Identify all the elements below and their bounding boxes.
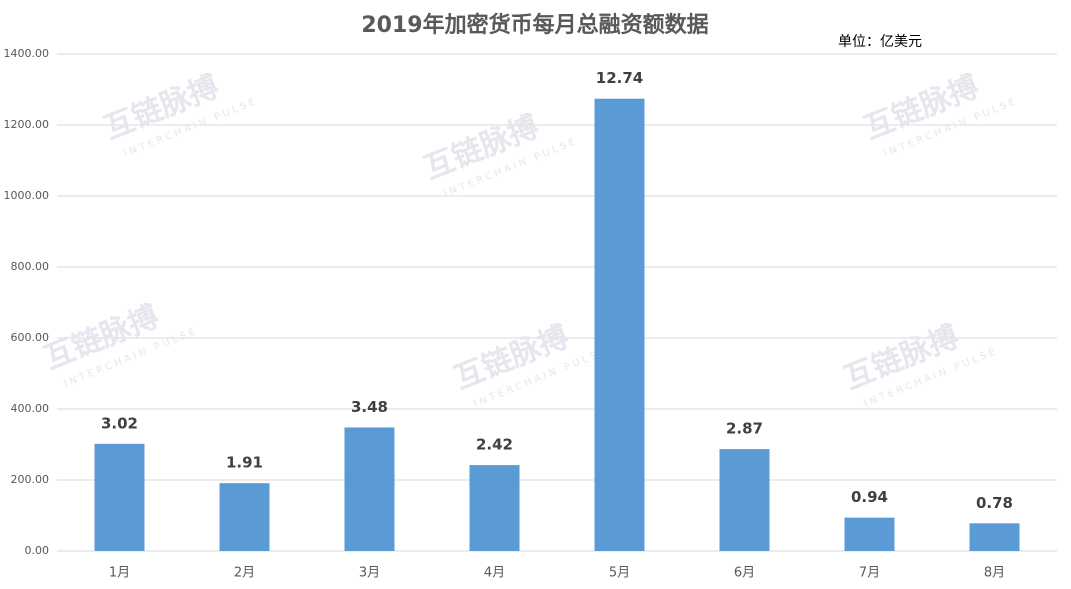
- y-tick-label: 800.00: [11, 260, 50, 273]
- x-tick-label: 2月: [234, 566, 255, 581]
- value-label: 1.91: [226, 454, 263, 472]
- x-tick-label: 1月: [109, 566, 130, 581]
- value-label: 2.87: [726, 420, 763, 438]
- y-tick-label: 0.00: [25, 544, 50, 557]
- x-tick-label: 5月: [609, 566, 630, 581]
- bar: [94, 443, 145, 551]
- chart-title: 2019年加密货币每月总融资额数据: [361, 12, 708, 38]
- bar: [969, 523, 1020, 551]
- y-tick-label: 1200.00: [4, 118, 50, 131]
- x-tick-label: 3月: [359, 566, 380, 581]
- bar: [594, 98, 645, 551]
- x-tick-label: 4月: [484, 566, 505, 581]
- bar: [344, 427, 395, 551]
- value-label: 2.42: [476, 436, 513, 454]
- unit-label: 单位：亿美元: [838, 34, 922, 50]
- x-tick-label: 7月: [859, 566, 880, 581]
- y-tick-label: 600.00: [11, 331, 50, 344]
- bar: [844, 517, 895, 551]
- bar: [719, 449, 770, 551]
- y-tick-label: 200.00: [11, 473, 50, 486]
- value-label: 3.02: [101, 414, 138, 432]
- y-tick-label: 400.00: [11, 402, 50, 415]
- x-tick-label: 8月: [984, 566, 1005, 581]
- y-tick-label: 1000.00: [4, 189, 50, 202]
- value-label: 0.94: [851, 488, 888, 506]
- bar: [219, 483, 270, 551]
- grid: [57, 53, 1057, 552]
- bar: [469, 465, 520, 551]
- value-label: 0.78: [976, 494, 1013, 512]
- x-tick-label: 6月: [734, 566, 755, 581]
- value-label: 3.48: [351, 398, 388, 416]
- y-tick-label: 1400.00: [4, 47, 50, 60]
- value-label: 12.74: [596, 69, 643, 87]
